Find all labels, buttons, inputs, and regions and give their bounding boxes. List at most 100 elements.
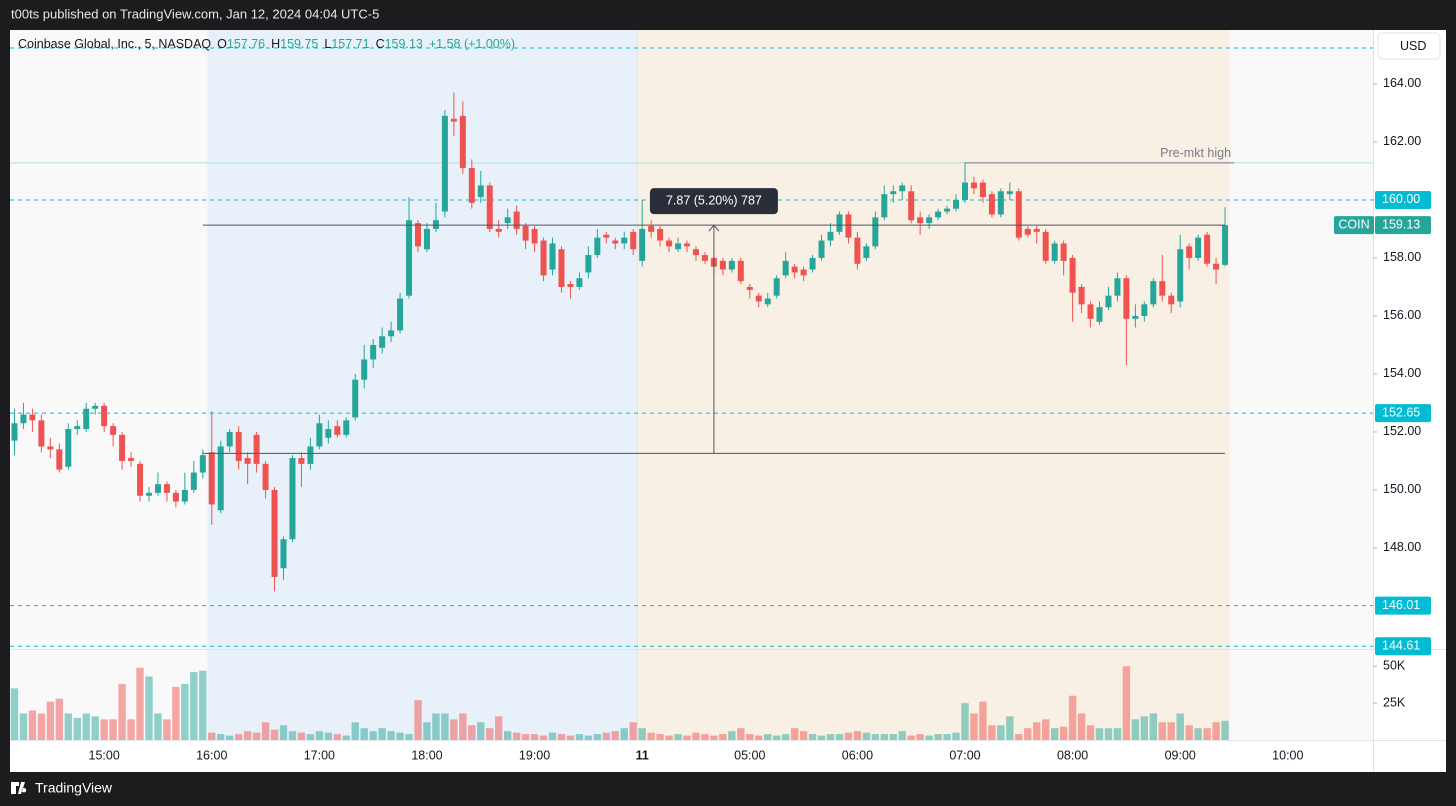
candle-body [379,336,386,348]
level-price-tag [1375,596,1431,615]
candle-body [1069,257,1076,293]
candle-body [110,426,117,435]
volume-bar [862,732,871,740]
volume-bar [835,734,844,740]
currency-button[interactable] [1377,32,1441,60]
candle-body [199,455,206,473]
volume-bar [226,735,234,740]
volume-bar [136,667,144,740]
volume-bar [163,719,171,740]
volume-bar [450,719,458,740]
symbol-label: COIN [1338,217,1369,231]
candle-body [11,423,18,441]
candle-body [119,434,126,461]
volume-bar [37,713,46,740]
candle-body [899,185,906,192]
volume-bar [602,732,610,740]
volume-bar [557,734,566,740]
x-tick-label: 11 [636,748,649,762]
candle-body [1114,278,1121,296]
candle-body [1159,281,1166,296]
x-tick-label: 17:00 [304,748,335,762]
volume-bar [1176,713,1184,740]
brand-logo [11,782,27,794]
candle-body [74,426,81,430]
candle-body [558,249,565,287]
volume-bar [1006,716,1014,740]
candle-body [307,446,314,464]
currency-label[interactable]: USD [1400,39,1426,53]
premarket-session [637,30,1230,740]
volume-bar [871,734,880,740]
volume-bar [503,731,512,740]
volume-bar [441,713,449,740]
candle-body [603,234,610,238]
y-tick-label: 162.00 [1383,134,1421,148]
volume-bar [243,731,252,740]
x-tick-label: 06:00 [842,748,873,762]
candle-body [567,284,574,287]
candle-body [827,231,834,241]
candle-body [172,492,179,502]
candle-body [908,191,915,221]
volume-bar [127,719,135,740]
candle-body [190,472,197,490]
legend-name: Coinbase Global, Inc., 5, NASDAQ [18,37,211,51]
volume-bar [396,732,404,740]
candle-body [388,330,395,337]
candle-body [208,452,215,505]
candle-body [872,217,879,247]
candle-body [298,458,305,464]
candle-body [217,446,224,511]
candle-body [1123,278,1130,319]
y-tick-label: 154.00 [1383,366,1421,380]
candle-body [979,182,986,198]
volume-bar [656,734,664,740]
candle-body [361,359,368,380]
volume-bar [1068,695,1077,740]
candles [11,92,1229,592]
volume-bar [943,734,951,740]
candle-body [128,458,135,461]
volume-bar [512,732,521,740]
legend-value: 159.75 [280,37,318,51]
volume-bar [1086,725,1095,740]
candle-body [1087,304,1094,319]
volume-bar [1131,719,1140,740]
candle-body [935,211,942,218]
volume-bar [728,731,736,740]
x-tick-label: 07:00 [949,748,980,762]
legend-key: L [324,37,331,51]
session-shading [207,30,1230,740]
x-tick-label: 19:00 [519,748,550,762]
volume-bar [925,735,933,740]
candle-body [1177,249,1184,302]
volume-bar [773,735,781,740]
level-price-label: 146.01 [1382,598,1420,612]
volume-bar [234,734,243,740]
volume-bar [154,713,162,740]
level-price-tag [1375,637,1431,656]
candle-body [415,223,422,247]
volume-bar [1042,719,1050,740]
volume-bar [584,735,593,740]
candle-body [352,379,359,418]
candle-body [432,220,439,229]
candle-body [154,484,161,493]
volume-bar [737,728,745,740]
candle-body [782,260,789,276]
volume-bar [378,728,386,740]
candle-body [1024,228,1031,235]
candle-body [101,405,108,427]
volume-bar [261,722,270,740]
x-tick-label: 08:00 [1057,748,1088,762]
candle-body [522,226,529,241]
measure-label: 7.87 (5.20%) 787 [666,193,762,207]
volume-bar [1015,734,1023,740]
y-tick-label: 152.00 [1383,424,1421,438]
candle-body [1042,231,1049,261]
volume-bar [665,735,673,740]
volume-bar [611,731,619,740]
volume-bar [808,734,817,740]
level-price-label: 160.00 [1382,192,1420,206]
